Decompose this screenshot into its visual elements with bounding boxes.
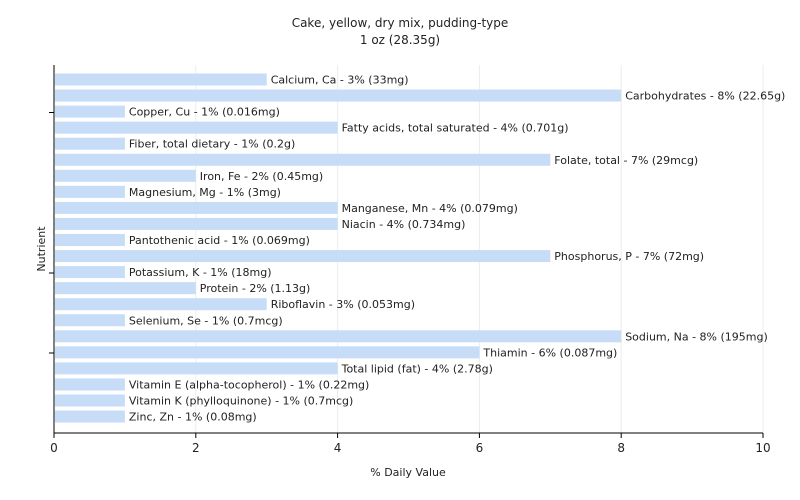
bar-label: Protein - 2% (1.13g) xyxy=(200,282,311,295)
x-tick-label: 2 xyxy=(192,441,200,455)
bars-group xyxy=(55,73,622,423)
bar xyxy=(55,234,125,246)
bar xyxy=(55,410,125,423)
bar-label: Zinc, Zn - 1% (0.08mg) xyxy=(129,411,257,424)
bar xyxy=(55,346,480,359)
bar xyxy=(55,298,267,311)
bar xyxy=(55,137,125,150)
bar-label: Total lipid (fat) - 4% (2.78g) xyxy=(341,362,493,375)
chart-title: Cake, yellow, dry mix, pudding-type xyxy=(292,16,509,30)
x-tick-label: 8 xyxy=(617,441,625,455)
bar-label: Iron, Fe - 2% (0.45mg) xyxy=(200,170,323,183)
bar-label: Fatty acids, total saturated - 4% (0.701… xyxy=(342,122,569,135)
bar-label: Phosphorus, P - 7% (72mg) xyxy=(554,250,704,263)
bar xyxy=(55,394,125,407)
bar-label: Niacin - 4% (0.734mg) xyxy=(342,218,466,231)
x-tick-label: 6 xyxy=(476,441,484,455)
bar-label: Fiber, total dietary - 1% (0.2g) xyxy=(129,138,295,151)
bar xyxy=(55,217,338,230)
x-tick-label: 0 xyxy=(50,441,58,455)
bar-label: Vitamin K (phylloquinone) - 1% (0.7mcg) xyxy=(129,395,353,408)
x-axis-title: % Daily Value xyxy=(370,466,446,479)
bar xyxy=(55,314,125,327)
bar-label: Thiamin - 6% (0.087mg) xyxy=(482,346,617,359)
bar xyxy=(55,266,125,279)
bar xyxy=(55,201,338,214)
bar xyxy=(55,250,551,263)
x-tick-label: 4 xyxy=(334,441,342,455)
bar xyxy=(55,330,622,343)
bar-label: Pantothenic acid - 1% (0.069mg) xyxy=(129,234,310,247)
y-axis-title: Nutrient xyxy=(35,226,48,272)
bar xyxy=(55,105,125,118)
bar-label: Manganese, Mn - 4% (0.079mg) xyxy=(342,202,518,215)
bar-label: Selenium, Se - 1% (0.7mcg) xyxy=(129,314,283,327)
bar xyxy=(55,185,125,198)
chart-subtitle: 1 oz (28.35g) xyxy=(360,33,440,47)
bar-label: Vitamin E (alpha-tocopherol) - 1% (0.22m… xyxy=(129,378,369,391)
bar xyxy=(55,169,196,182)
bar xyxy=(55,89,622,102)
bar-label: Potassium, K - 1% (18mg) xyxy=(129,266,272,279)
axes-group: 0 2 4 6 8 10 xyxy=(49,65,771,455)
bar xyxy=(55,73,267,86)
x-tick-label: 10 xyxy=(755,441,770,455)
bar-labels-group: Calcium, Ca - 3% (33mg) Carbohydrates - 8… xyxy=(129,74,785,424)
bar-label: Folate, total - 7% (29mcg) xyxy=(554,154,698,167)
bar xyxy=(55,153,551,166)
bar xyxy=(55,378,125,391)
bar-label: Carbohydrates - 8% (22.65g) xyxy=(625,90,785,103)
bar xyxy=(55,282,196,295)
bar-label: Calcium, Ca - 3% (33mg) xyxy=(271,74,409,87)
bar-label: Riboflavin - 3% (0.053mg) xyxy=(271,298,415,311)
bar-label: Copper, Cu - 1% (0.016mg) xyxy=(129,106,280,119)
bar-label: Magnesium, Mg - 1% (3mg) xyxy=(129,186,281,199)
bar xyxy=(55,121,338,134)
bar-label: Sodium, Na - 8% (195mg) xyxy=(625,330,768,343)
bar xyxy=(55,362,338,375)
